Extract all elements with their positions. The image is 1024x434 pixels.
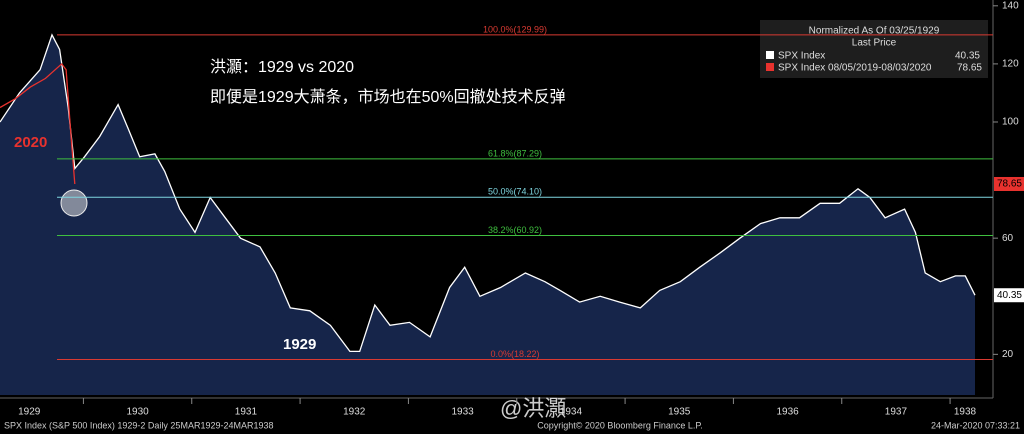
annotation-title: 洪灝：1929 vs 2020 xyxy=(210,58,354,76)
y-tick-label: 140 xyxy=(1002,0,1019,11)
level-label: 38.2%(60.92) xyxy=(488,225,542,235)
legend-value: 78.65 xyxy=(957,63,982,74)
x-tick-label: 1933 xyxy=(451,407,474,418)
line xyxy=(0,62,76,185)
level-label: 61.8%(87.29) xyxy=(488,148,542,158)
last-price-label: 40.35 xyxy=(997,290,1022,301)
plot-area xyxy=(0,33,976,396)
level-label: 0.0%(18.22) xyxy=(490,349,539,359)
level-label: 50.0%(74.10) xyxy=(488,187,542,197)
x-tick-label: 1938 xyxy=(954,407,977,418)
legend-label: SPX Index 08/05/2019-08/03/2020 xyxy=(778,63,932,74)
legend-box xyxy=(760,20,988,78)
y-tick-label: 120 xyxy=(1002,59,1019,70)
legend-label: SPX Index xyxy=(778,51,825,62)
y-tick-label: 60 xyxy=(1002,233,1014,244)
y-axis-panel xyxy=(993,0,1024,398)
level-label: 100.0%(129.99) xyxy=(483,24,547,34)
y-tick-label: 20 xyxy=(1002,349,1014,360)
legend-swatch xyxy=(766,63,774,71)
line xyxy=(0,33,976,353)
annotation-1929: 1929 xyxy=(283,336,316,353)
highlight-circle xyxy=(60,189,88,217)
annotation-2020: 2020 xyxy=(14,134,47,151)
footer-left: SPX Index (S&P 500 Index) 1929-2 Daily 2… xyxy=(4,420,274,430)
x-tick-label: 1932 xyxy=(343,407,366,418)
footer-right: 24-Mar-2020 07:33:21 xyxy=(931,420,1020,430)
x-tick-label: 1934 xyxy=(560,407,583,418)
x-tick-label: 1930 xyxy=(126,407,149,418)
legend-swatch xyxy=(766,51,774,59)
x-tick-label: 1935 xyxy=(668,407,691,418)
legend-value: 40.35 xyxy=(955,51,980,62)
area xyxy=(0,34,975,396)
annotation-subtitle: 即便是1929大萧条，市场也在50%回撤处技术反弹 xyxy=(210,88,566,106)
x-tick-label: 1931 xyxy=(235,407,258,418)
watermark: @洪灝 xyxy=(500,396,566,421)
y-tick-label: 100 xyxy=(1002,117,1019,128)
legend: Normalized As Of 03/25/1929 Last Price S… xyxy=(760,20,988,78)
x-tick-label: 1936 xyxy=(776,407,799,418)
footer-center: Copyright© 2020 Bloomberg Finance L.P. xyxy=(537,420,703,430)
x-tick-label: 1937 xyxy=(885,407,908,418)
legend-title: Normalized As Of 03/25/1929 xyxy=(809,26,940,37)
last-price-tag xyxy=(994,176,1024,191)
last-price-tag xyxy=(994,288,1024,303)
x-tick-label: 1929 xyxy=(18,407,41,418)
legend-header: Last Price xyxy=(852,38,897,49)
last-price-label: 78.65 xyxy=(997,179,1022,190)
